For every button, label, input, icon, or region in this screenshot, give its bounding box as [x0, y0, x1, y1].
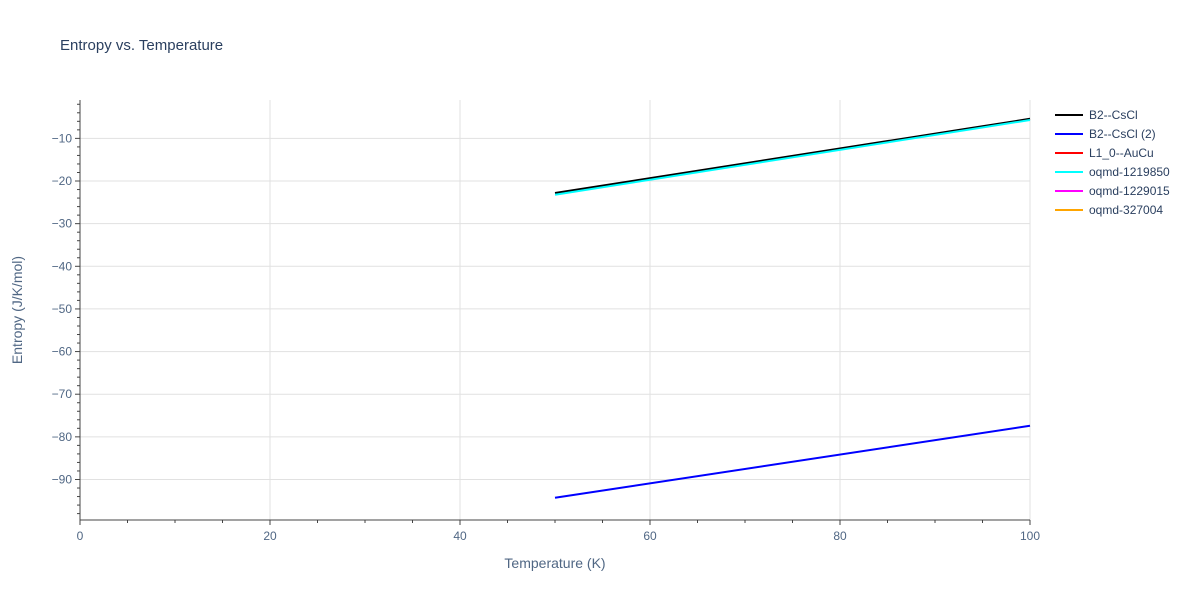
y-tick-label: −90 [52, 472, 73, 486]
legend-label: oqmd-327004 [1089, 203, 1163, 217]
legend-label: oqmd-1229015 [1089, 184, 1170, 198]
x-tick-label: 40 [453, 529, 467, 543]
y-axis-title: Entropy (J/K/mol) [9, 256, 25, 364]
y-tick-label: −30 [52, 217, 73, 231]
grid-lines [80, 100, 1031, 520]
legend-label: L1_0--AuCu [1089, 146, 1154, 160]
x-tick-label: 100 [1020, 529, 1040, 543]
x-axis-title: Temperature (K) [504, 555, 605, 571]
x-tick-label: 0 [77, 529, 84, 543]
chart-title: Entropy vs. Temperature [60, 37, 223, 54]
legend-label: B2--CsCl (2) [1089, 127, 1156, 141]
axes: 0 20 40 60 80 100 −10 −20 −30 −40 −50 −60 −70 −80 −90 [52, 100, 1040, 543]
legend-label: oqmd-1219850 [1089, 165, 1170, 179]
y-tick-label: −70 [52, 387, 73, 401]
y-tick-label: −20 [52, 174, 73, 188]
series-line-1 [554, 424, 1031, 499]
y-tick-label: −40 [52, 259, 73, 273]
legend: B2--CsCl B2--CsCl (2) L1_0--AuCu oqmd-12198… [1055, 108, 1170, 217]
series-line-0 [554, 117, 1031, 194]
x-tick-label: 60 [643, 529, 657, 543]
x-tick-label: 80 [833, 529, 847, 543]
y-tick-label: −80 [52, 430, 73, 444]
x-tick-label: 20 [263, 529, 277, 543]
series-lines [554, 117, 1031, 499]
y-tick-label: −60 [52, 345, 73, 359]
series-line-3 [554, 119, 1031, 196]
y-tick-label: −10 [52, 131, 73, 145]
y-tick-label: −50 [52, 302, 73, 316]
legend-label: B2--CsCl [1089, 108, 1138, 122]
